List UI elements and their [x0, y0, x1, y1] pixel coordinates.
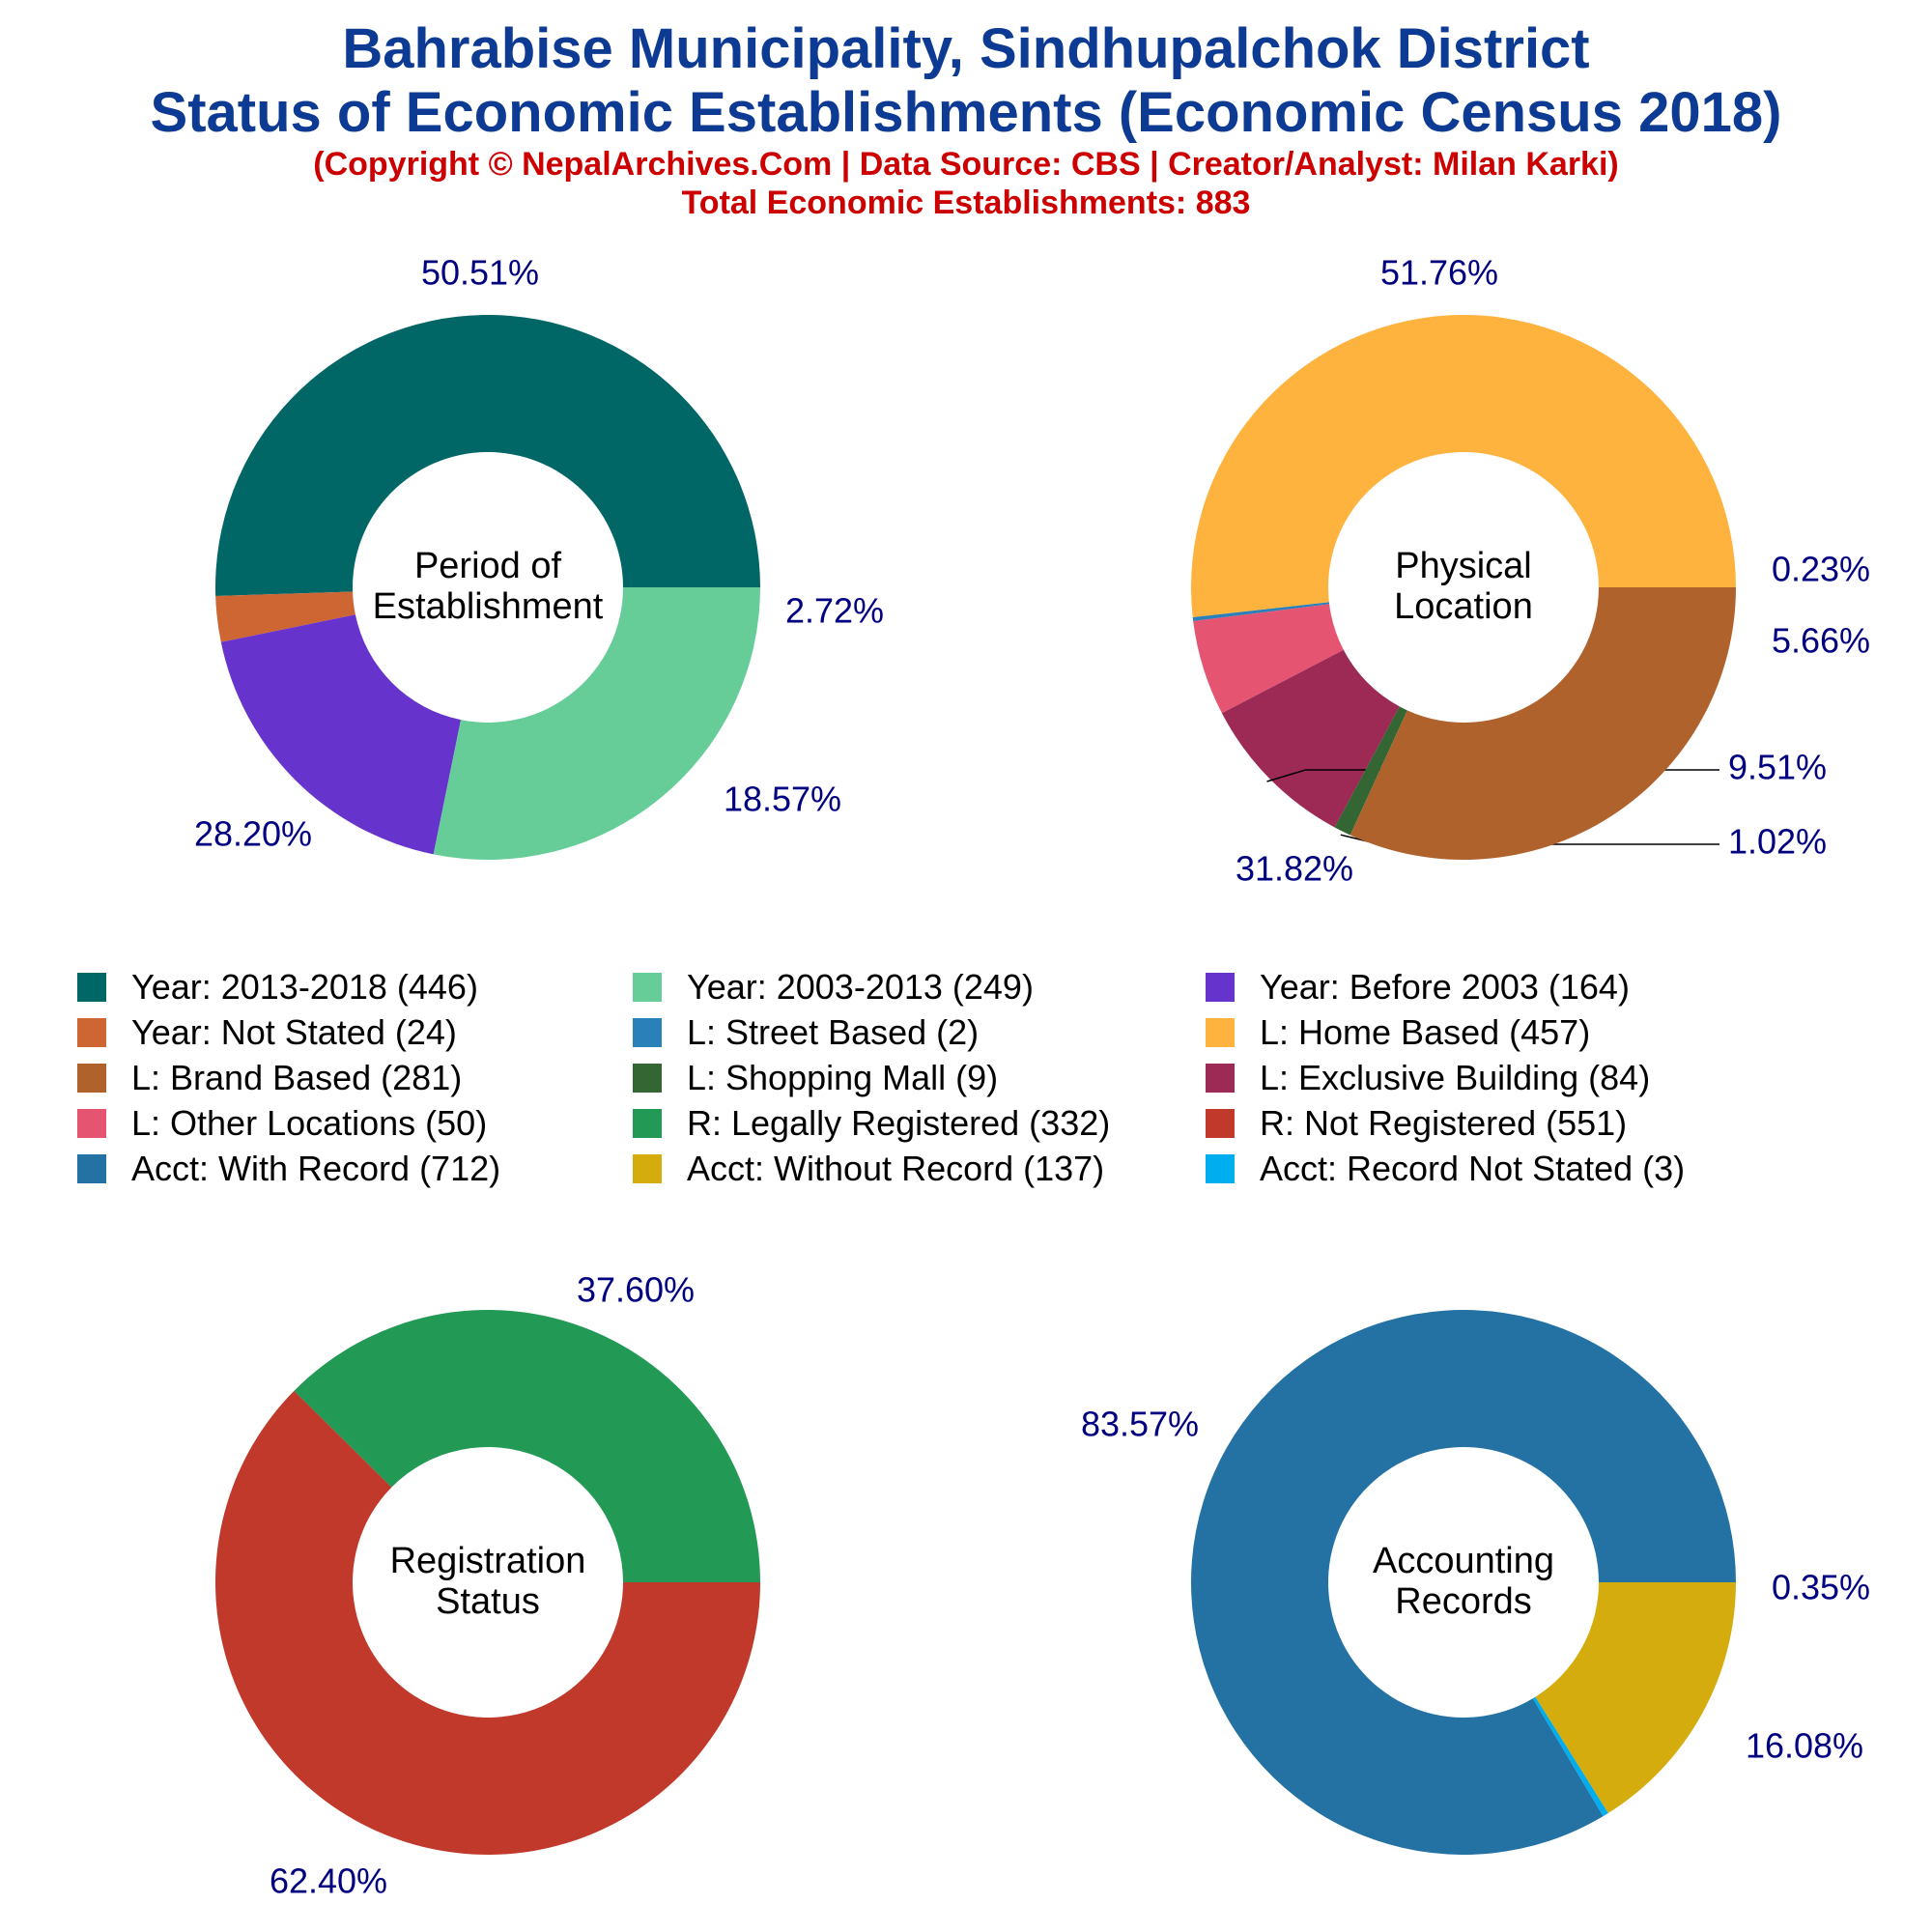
legend-label: R: Legally Registered (332): [687, 1102, 1111, 1143]
legend-item: L: Exclusive Building (84): [1206, 1055, 1650, 1100]
pct-label-l-home-based: 51.76%: [1380, 253, 1498, 293]
legend-row: L: Brand Based (281) L: Shopping Mall (9)…: [77, 1055, 1893, 1100]
registration-center-label-2: Status: [436, 1581, 540, 1622]
chart-header: Bahrabise Municipality, Sindhupalchok Di…: [0, 17, 1932, 222]
legend-swatch: [77, 1108, 106, 1138]
legend-label: Acct: Without Record (137): [687, 1148, 1105, 1188]
slice-r-not-registered: [215, 1390, 761, 1855]
legend-label: L: Other Locations (50): [131, 1102, 488, 1143]
period-center-label-2: Establishment: [373, 586, 604, 627]
accounting-center-label-1: Accounting: [1373, 1541, 1554, 1581]
legend-swatch: [1206, 1017, 1235, 1047]
pct-label-r-legally-registered: 37.60%: [577, 1270, 695, 1310]
legend-swatch: [77, 1017, 106, 1047]
location-donut: 51.76% 0.23% 5.66% 9.51% 1.02% 31.82% Physical…: [1190, 253, 1870, 889]
legend-label: R: Not Registered (551): [1260, 1102, 1628, 1143]
slice-year-not-stated: [215, 591, 355, 642]
legend-item: R: Legally Registered (332): [633, 1100, 1110, 1146]
pct-label-acct-with-record: 83.57%: [1081, 1405, 1199, 1444]
legend-swatch: [1206, 972, 1235, 1002]
legend-item: L: Other Locations (50): [77, 1100, 487, 1146]
pct-label-l-street-based: 0.23%: [1772, 550, 1870, 589]
legend-swatch: [633, 1153, 662, 1183]
slice-year-before-2003: [220, 614, 462, 855]
legend-item: Year: Before 2003 (164): [1206, 964, 1630, 1009]
legend-item: Year: Not Stated (24): [77, 1009, 457, 1055]
legend-item: Acct: Without Record (137): [633, 1146, 1104, 1191]
pct-label-l-brand-based: 31.82%: [1236, 849, 1353, 889]
legend-swatch: [1206, 1108, 1235, 1138]
legend-swatch: [77, 1063, 106, 1093]
pct-label-year-before-2003: 18.57%: [724, 780, 841, 819]
chart-title-line-1: Bahrabise Municipality, Sindhupalchok Di…: [342, 17, 1590, 80]
slice-year-2013-2018: [214, 314, 761, 597]
slice-l-street-based: [1192, 602, 1330, 622]
pct-label-year-2013-2018: 50.51%: [421, 253, 539, 293]
slice-l-shopping-mall: [1334, 706, 1407, 836]
registration-center-label-1: Registration: [390, 1541, 586, 1581]
slice-l-exclusive-building: [1221, 649, 1400, 828]
slice-l-brand-based: [1350, 587, 1736, 860]
legend-label: Year: 2003-2013 (249): [687, 966, 1034, 1007]
legend-item: L: Shopping Mall (9): [633, 1055, 998, 1100]
location-center-label-2: Location: [1394, 586, 1533, 627]
legend-swatch: [1206, 1063, 1235, 1093]
legend-item: Acct: With Record (712): [77, 1146, 500, 1191]
legend-label: Acct: Record Not Stated (3): [1260, 1148, 1686, 1188]
legend-item: R: Not Registered (551): [1206, 1100, 1627, 1146]
accounting-center-label-2: Records: [1395, 1581, 1532, 1622]
legend-item: Year: 2003-2013 (249): [633, 964, 1034, 1009]
pct-label-r-not-registered: 62.40%: [270, 1861, 387, 1901]
copyright-note: (Copyright © NepalArchives.Com | Data So…: [313, 146, 1619, 183]
slice-l-home-based: [1190, 314, 1736, 618]
pct-label-l-other-locations: 5.66%: [1772, 621, 1870, 661]
chart-title-line-2: Status of Economic Establishments (Econo…: [150, 81, 1782, 144]
pct-label-acct-without-record: 16.08%: [1746, 1726, 1863, 1766]
legend-item: Year: 2013-2018 (446): [77, 964, 478, 1009]
period-donut: 50.51% 2.72% 18.57% 28.20% Period ofEstablis…: [194, 253, 884, 861]
pct-label-acct-record-not-stated: 0.35%: [1772, 1568, 1870, 1607]
location-center-label-1: Physical: [1395, 546, 1532, 586]
slice-acct-without-record: [1535, 1582, 1736, 1813]
total-establishments: Total Economic Establishments: 883: [681, 185, 1251, 221]
pct-label-l-exclusive-building: 9.51%: [1728, 748, 1827, 787]
legend-row: L: Other Locations (50) R: Legally Regist…: [77, 1100, 1893, 1146]
legend: Year: 2013-2018 (446) Year: 2003-2013 (24…: [77, 964, 1893, 1191]
legend-row: Year: 2013-2018 (446) Year: 2003-2013 (24…: [77, 964, 1893, 1009]
period-center-label-1: Period of: [414, 546, 562, 586]
legend-swatch: [633, 1017, 662, 1047]
legend-label: Year: Not Stated (24): [131, 1011, 457, 1052]
legend-row: Year: Not Stated (24) L: Street Based (2)…: [77, 1009, 1893, 1055]
pct-label-year-not-stated: 2.72%: [785, 591, 884, 631]
slice-acct-record-not-stated: [1532, 1696, 1608, 1817]
pct-label-year-2003-2013: 28.20%: [194, 814, 312, 854]
legend-label: Acct: With Record (712): [131, 1148, 501, 1188]
slice-l-other-locations: [1193, 604, 1344, 714]
legend-label: L: Shopping Mall (9): [687, 1057, 999, 1097]
legend-item: L: Brand Based (281): [77, 1055, 462, 1100]
legend-swatch: [77, 1153, 106, 1183]
legend-swatch: [633, 972, 662, 1002]
legend-item: Acct: Record Not Stated (3): [1206, 1146, 1685, 1191]
legend-swatch: [633, 1108, 662, 1138]
legend-label: Year: Before 2003 (164): [1260, 966, 1630, 1007]
legend-item: L: Home Based (457): [1206, 1009, 1590, 1055]
legend-swatch: [633, 1063, 662, 1093]
legend-item: L: Street Based (2): [633, 1009, 979, 1055]
slice-acct-with-record: [1190, 1310, 1736, 1856]
slice-year-2003-2013: [433, 587, 760, 861]
legend-label: L: Brand Based (281): [131, 1057, 463, 1097]
legend-label: L: Exclusive Building (84): [1260, 1057, 1651, 1097]
legend-swatch: [77, 972, 106, 1002]
legend-label: Year: 2013-2018 (446): [131, 966, 478, 1007]
legend-label: L: Home Based (457): [1260, 1011, 1591, 1052]
legend-swatch: [1206, 1153, 1235, 1183]
pct-label-l-shopping-mall: 1.02%: [1728, 822, 1827, 862]
legend-label: L: Street Based (2): [687, 1011, 980, 1052]
slice-r-legally-registered: [294, 1310, 760, 1582]
legend-row: Acct: With Record (712) Acct: Without Rec…: [77, 1146, 1893, 1191]
